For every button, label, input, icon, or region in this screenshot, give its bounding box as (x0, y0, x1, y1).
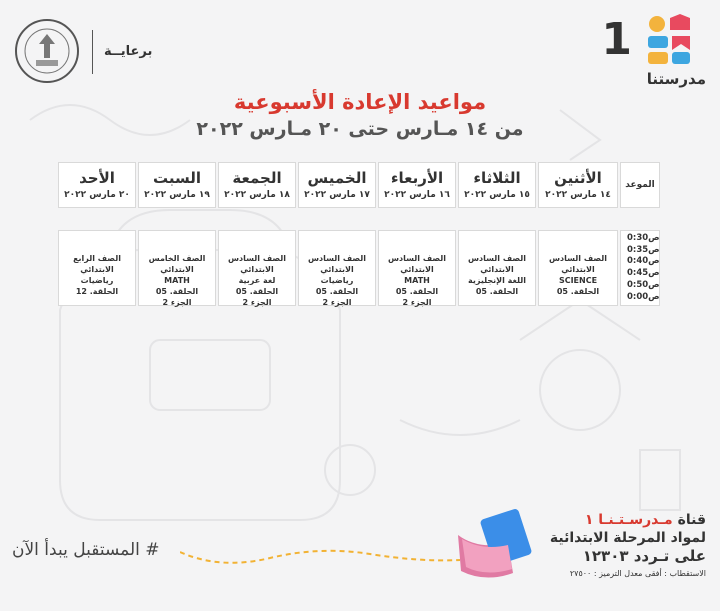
day-name: الجمعة (232, 169, 282, 187)
cell-grade: الصف السادس الابتدائي (308, 254, 366, 274)
cell-grade: الصف الرابع الابتدائي (73, 254, 121, 274)
cell-episode: الحلقة. 12 (75, 287, 119, 296)
day-header-sunday: الأحد ٢٠ مارس ٢٠٢٢ (58, 162, 136, 208)
cell-subject: رياضيات (80, 276, 114, 285)
cell-subject: اللغة الإنجليزية (468, 276, 526, 285)
day-date: ١٧ مارس ٢٠٢٢ (304, 190, 370, 200)
frequency-line: على تـردد ١٢٣٠٣ (582, 547, 706, 565)
cell-episode: الحلقة. 05 (315, 287, 359, 296)
time-header-label: الموعد (625, 180, 655, 190)
cell-episode: الحلقة. 05 (235, 287, 279, 296)
cell-part: الجزء 2 (322, 298, 352, 307)
day-header-monday: الأثنين ١٤ مارس ٢٠٢٢ (538, 162, 618, 208)
cell-grade: الصف الخامس الابتدائي (148, 254, 206, 274)
time-list: 0:30ص 0:35ص 0:40ص 0:45ص 0:50ص 0:00ص (620, 230, 660, 306)
page-title: مواعيد الإعادة الأسبوعية (233, 90, 487, 114)
day-cell-tuesday: الصف السادس الابتدائي اللغة الإنجليزية ا… (458, 230, 536, 306)
day-cell-friday: الصف السادس الابتدائي لغة عربية الحلقة. … (218, 230, 296, 307)
brand-word: مدرستنا (646, 70, 706, 88)
time-slot: 0:35ص (627, 244, 660, 255)
time-slot: 0:00ص (627, 291, 660, 302)
page-subtitle: من ١٤ مـارس حتى ٢٠ مـارس ٢٠٢٢ (196, 118, 524, 140)
day-name: الأربعاء (390, 169, 444, 187)
sponsor-label: برعايــة (104, 44, 153, 59)
time-slot: 0:50ص (627, 279, 660, 290)
day-date: ١٤ مارس ٢٠٢٢ (545, 190, 611, 200)
cell-part: الجزء 2 (162, 298, 192, 307)
day-cell-wednesday: الصف السادس الابتدائي MATH الحلقة. 05 ال… (378, 230, 456, 307)
cell-subject: MATH (164, 276, 190, 285)
day-header-friday: الجمعة ١٨ مارس ٢٠٢٢ (218, 162, 296, 208)
day-header-wednesday: الأربعاء ١٦ مارس ٢٠٢٢ (378, 162, 456, 208)
channel-number: 1 (601, 14, 632, 65)
polarization-line: الاستقطاب : أفقى معدل الترميز : ٢٧٥٠٠ (569, 569, 706, 578)
cell-episode: الحلقة. 05 (556, 287, 600, 296)
time-header-cell: الموعد (620, 162, 660, 208)
day-name: الخميس (307, 169, 367, 187)
channel-line-name: مـدرسـتـنـا ١ (584, 512, 673, 528)
day-header-tuesday: الثلاثاء ١٥ مارس ٢٠٢٢ (458, 162, 536, 208)
header-divider (92, 30, 93, 74)
cell-part: الجزء 2 (242, 298, 272, 307)
folders-icon (458, 509, 532, 578)
time-slot: 0:45ص (627, 268, 660, 279)
day-name: الأثنين (554, 169, 602, 187)
day-name: السبت (152, 169, 202, 187)
day-cell-monday: الصف السادس الابتدائي SCIENCE الحلقة. 05 (538, 230, 618, 306)
stage-line: لمواد المرحلة الابتدائية (549, 530, 706, 546)
day-date: ٢٠ مارس ٢٠٢٢ (64, 190, 130, 200)
day-date: ١٥ مارس ٢٠٢٢ (464, 190, 530, 200)
cell-part: الجزء 2 (402, 298, 432, 307)
cell-grade: الصف السادس الابتدائي (549, 254, 607, 274)
cell-episode: الحلقة. 05 (475, 287, 519, 296)
cell-subject: رياضيات (320, 276, 354, 285)
cell-episode: الحلقة. 05 (395, 287, 439, 296)
day-cell-thursday: الصف السادس الابتدائي رياضيات الحلقة. 05… (298, 230, 376, 307)
time-slot: 0:30ص (627, 233, 660, 243)
cell-subject: MATH (404, 276, 430, 285)
day-cell-saturday: الصف الخامس الابتدائي MATH الحلقة. 05 ال… (138, 230, 216, 307)
time-slot: 0:40ص (627, 256, 660, 267)
madrasetna-logo-icon (648, 14, 690, 64)
cell-grade: الصف السادس الابتدائي (228, 254, 286, 274)
day-date: ١٩ مارس ٢٠٢٢ (144, 190, 210, 200)
day-name: الأحد (79, 169, 115, 187)
channel-line-prefix: قناة (677, 512, 706, 528)
day-date: ١٦ مارس ٢٠٢٢ (384, 190, 450, 200)
day-header-saturday: السبت ١٩ مارس ٢٠٢٢ (138, 162, 216, 208)
day-header-thursday: الخميس ١٧ مارس ٢٠٢٢ (298, 162, 376, 208)
day-name: الثلاثاء (473, 169, 521, 187)
cell-subject: SCIENCE (558, 276, 598, 285)
slogan-hashtag: # المستقبل يبدأ الآن (12, 540, 160, 560)
dashed-path-decoration (180, 549, 460, 564)
day-date: ١٨ مارس ٢٠٢٢ (224, 190, 290, 200)
cell-grade: الصف السادس الابتدائي (388, 254, 446, 274)
channel-line: قناة مـدرسـتـنـا ١ (585, 512, 706, 528)
cell-grade: الصف السادس الابتدائي (468, 254, 526, 274)
cell-subject: لغة عربية (238, 276, 276, 285)
day-cell-sunday: الصف الرابع الابتدائي رياضيات الحلقة. 12 (58, 230, 136, 306)
ministry-seal-icon (15, 19, 79, 83)
cell-episode: الحلقة. 05 (155, 287, 199, 296)
